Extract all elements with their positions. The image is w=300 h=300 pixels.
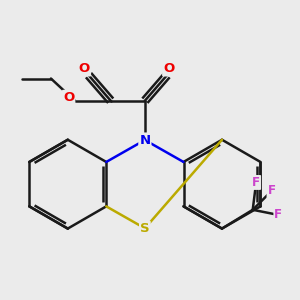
Text: N: N xyxy=(139,134,150,146)
Text: O: O xyxy=(163,62,174,76)
Text: F: F xyxy=(252,176,260,189)
Text: F: F xyxy=(274,208,282,221)
Text: O: O xyxy=(63,91,74,104)
Text: S: S xyxy=(140,222,150,235)
Text: F: F xyxy=(268,184,275,197)
Text: O: O xyxy=(79,62,90,76)
